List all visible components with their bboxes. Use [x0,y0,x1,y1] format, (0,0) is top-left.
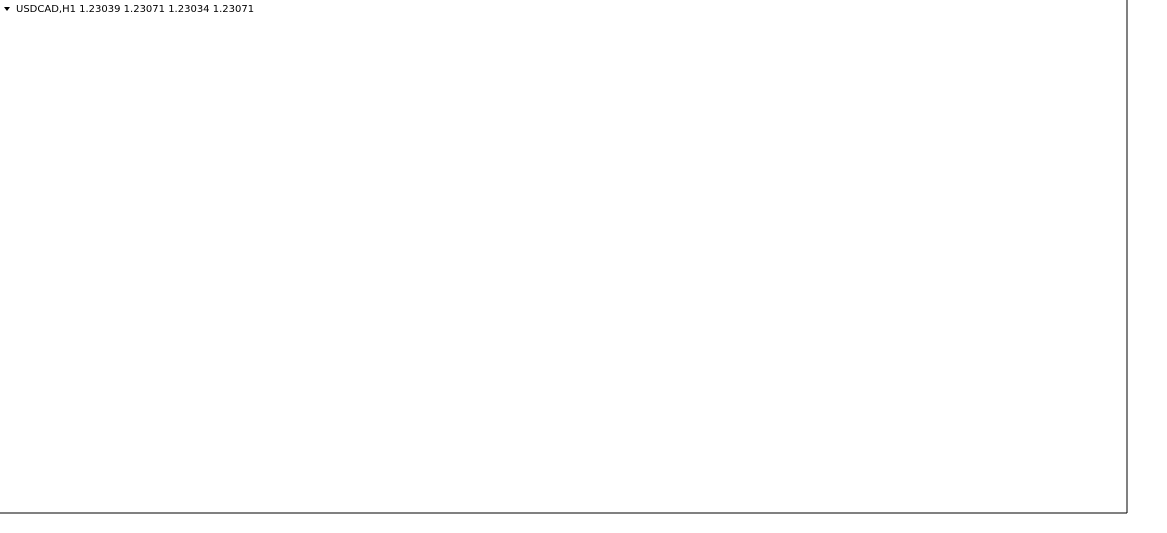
menu-arrow[interactable] [4,7,10,11]
chart-title: USDCAD,H1 1.23039 1.23071 1.23034 1.2307… [16,4,254,15]
